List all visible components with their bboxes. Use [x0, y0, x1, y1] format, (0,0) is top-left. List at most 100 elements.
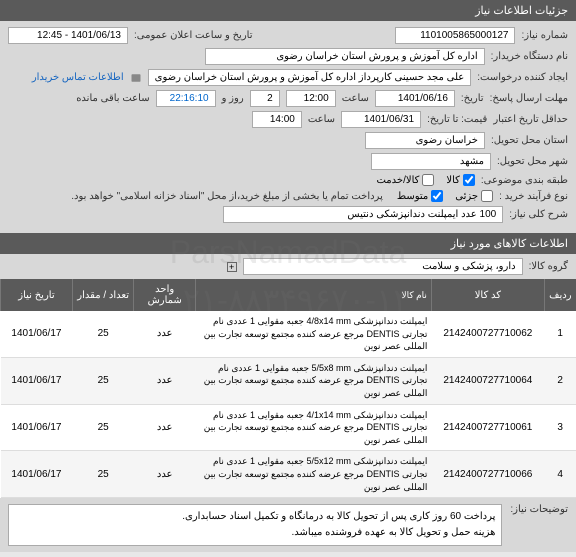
cat-service-checkbox[interactable]: [422, 174, 434, 186]
cell-code: 2142400727710066: [431, 451, 544, 498]
row-validity: حداقل تاریخ اعتبار قیمت: تا تاریخ: 1401/…: [8, 111, 568, 128]
response-time-value: 12:00: [286, 90, 336, 107]
cell-code: 2142400727710061: [431, 404, 544, 451]
purchase-small-label: جزئی: [455, 191, 478, 202]
purchase-small-checkbox[interactable]: [481, 190, 493, 202]
buyer-org-label: نام دستگاه خریدار:: [491, 51, 568, 62]
row-purchase-type: نوع فرآیند خرید : جزئی متوسط پرداخت تمام…: [8, 190, 568, 202]
announce-value: 1401/06/13 - 12:45: [8, 27, 128, 44]
row-response-deadline: مهلت ارسال پاسخ: تاریخ: 1401/06/16 ساعت …: [8, 90, 568, 107]
category-group: کالا کالا/خدمت: [376, 174, 474, 186]
row-category: طبقه بندی موضوعی: کالا کالا/خدمت: [8, 174, 568, 186]
announce-label: تاریخ و ساعت اعلان عمومی:: [134, 30, 253, 41]
row-province: استان محل تحویل: خراسان رضوی: [8, 132, 568, 149]
city-label: شهر محل تحویل:: [497, 156, 568, 167]
validity-date-value: 1401/06/31: [341, 111, 421, 128]
section-goods-info: اطلاعات کالاهای مورد نیاز: [0, 233, 576, 254]
row-city: شهر محل تحویل: مشهد: [8, 153, 568, 170]
row-requester: ایجاد کننده درخواست: علی مجد حسینی کارپر…: [8, 69, 568, 86]
cell-idx: 3: [544, 404, 576, 451]
cell-date: 1401/06/17: [1, 311, 73, 357]
cell-idx: 4: [544, 451, 576, 498]
cell-date: 1401/06/17: [1, 357, 73, 404]
notes-area: توضیحات نیاز: پرداخت 60 روز کاری پس از ت…: [0, 498, 576, 552]
explanations-content: پرداخت 60 روز کاری پس از تحویل کالا به د…: [8, 504, 502, 546]
response-deadline-label: مهلت ارسال پاسخ:: [490, 93, 568, 104]
purchase-medium-label: متوسط: [397, 191, 428, 202]
cell-unit: عدد: [134, 357, 196, 404]
cell-idx: 1: [544, 311, 576, 357]
buyer-org-value: اداره کل آموزش و پرورش استان خراسان رضوی: [205, 48, 485, 65]
row-goods-group: گروه کالا: دارو، پزشکی و سلامت +: [0, 254, 576, 279]
form-area-main: شماره نیاز: 1101005865000127 تاریخ و ساع…: [0, 21, 576, 233]
cell-idx: 2: [544, 357, 576, 404]
cell-name: ایمپلنت دندانپزشکی 5/5x12 mm جعبه مقوایی…: [195, 451, 431, 498]
cell-unit: عدد: [134, 404, 196, 451]
validity-time-value: 14:00: [252, 111, 302, 128]
section-need-info: جزئیات اطلاعات نیاز: [0, 0, 576, 21]
need-desc-value: 100 عدد ایمپلنت دندانپزشکی دنتیس: [223, 206, 503, 223]
time-left-value: 22:16:10: [156, 90, 216, 107]
info-icon: [130, 71, 142, 83]
th-code: کد کالا: [431, 279, 544, 311]
validity-label: حداقل تاریخ اعتبار: [493, 114, 568, 125]
cat-goods-option[interactable]: کالا: [446, 174, 475, 186]
expand-icon[interactable]: +: [227, 262, 237, 272]
need-number-label: شماره نیاز:: [521, 30, 568, 41]
validity-until-label: قیمت: تا تاریخ:: [427, 114, 487, 125]
goods-group-value: دارو، پزشکی و سلامت: [243, 258, 523, 275]
category-label: طبقه بندی موضوعی:: [481, 175, 568, 186]
goods-group-label: گروه کالا:: [529, 261, 568, 272]
cell-code: 2142400727710064: [431, 357, 544, 404]
cat-service-option[interactable]: کالا/خدمت: [376, 174, 434, 186]
th-qty: تعداد / مقدار: [72, 279, 134, 311]
explanation-line-2: هزینه حمل و تحویل کالا به عهده فروشنده م…: [15, 525, 495, 541]
cell-qty: 25: [72, 357, 134, 404]
th-unit: واحد شمارش: [134, 279, 196, 311]
table-row: 32142400727710061ایمپلنت دندانپزشکی 4/1x…: [1, 404, 576, 451]
contact-info-link[interactable]: اطلاعات تماس خریدار: [32, 72, 124, 83]
purchase-medium-checkbox[interactable]: [431, 190, 443, 202]
time-left-label: ساعت باقی مانده: [76, 93, 149, 104]
cell-name: ایمپلنت دندانپزشکی 4/8x14 mm جعبه مقوایی…: [195, 311, 431, 357]
requester-value: علی مجد حسینی کارپرداز اداره کل آموزش و …: [148, 69, 472, 86]
cell-qty: 25: [72, 311, 134, 357]
response-until-label: تاریخ:: [461, 93, 484, 104]
cat-service-label: کالا/خدمت: [376, 175, 419, 186]
th-date: تاریخ نیاز: [1, 279, 73, 311]
cell-qty: 25: [72, 404, 134, 451]
cell-date: 1401/06/17: [1, 404, 73, 451]
table-header-row: ردیف کد کالا نام کالا واحد شمارش تعداد /…: [1, 279, 576, 311]
explanation-line-1: پرداخت 60 روز کاری پس از تحویل کالا به د…: [15, 509, 495, 525]
days-label: روز و: [222, 93, 244, 104]
goods-table: ردیف کد کالا نام کالا واحد شمارش تعداد /…: [0, 279, 576, 498]
row-need-number: شماره نیاز: 1101005865000127 تاریخ و ساع…: [8, 27, 568, 44]
row-need-desc: شرح کلی نیاز: 100 عدد ایمپلنت دندانپزشکی…: [8, 206, 568, 223]
cell-name: ایمپلنت دندانپزشکی 4/1x14 mm جعبه مقوایی…: [195, 404, 431, 451]
cell-unit: عدد: [134, 311, 196, 357]
cat-goods-checkbox[interactable]: [463, 174, 475, 186]
cell-qty: 25: [72, 451, 134, 498]
requester-label: ایجاد کننده درخواست:: [477, 72, 568, 83]
response-date-value: 1401/06/16: [375, 90, 455, 107]
need-desc-label: شرح کلی نیاز:: [509, 209, 568, 220]
purchase-small-option[interactable]: جزئی: [455, 190, 493, 202]
time-label-1: ساعت: [342, 93, 369, 104]
purchase-type-label: نوع فرآیند خرید :: [499, 191, 568, 202]
goods-table-container: ردیف کد کالا نام کالا واحد شمارش تعداد /…: [0, 279, 576, 498]
province-label: استان محل تحویل:: [491, 135, 568, 146]
days-value: 2: [250, 90, 280, 107]
table-row: 12142400727710062ایمپلنت دندانپزشکی 4/8x…: [1, 311, 576, 357]
purchase-type-group: جزئی متوسط: [397, 190, 493, 202]
cell-code: 2142400727710062: [431, 311, 544, 357]
need-number-value: 1101005865000127: [395, 27, 515, 44]
purchase-medium-option[interactable]: متوسط: [397, 190, 443, 202]
cell-unit: عدد: [134, 451, 196, 498]
cat-goods-label: کالا: [446, 175, 460, 186]
cell-date: 1401/06/17: [1, 451, 73, 498]
th-idx: ردیف: [544, 279, 576, 311]
city-value: مشهد: [371, 153, 491, 170]
table-row: 22142400727710064ایمپلنت دندانپزشکی 5/5x…: [1, 357, 576, 404]
table-row: 42142400727710066ایمپلنت دندانپزشکی 5/5x…: [1, 451, 576, 498]
explanations-label: توضیحات نیاز:: [510, 504, 568, 546]
